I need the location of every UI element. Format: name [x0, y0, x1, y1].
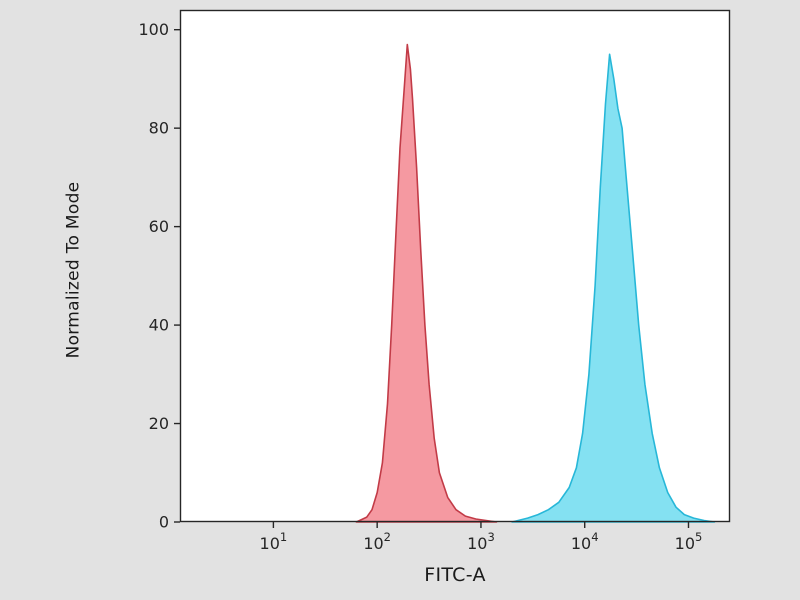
x-tick-label: 105 — [675, 530, 703, 553]
y-axis-title: Normalized To Mode — [60, 0, 86, 540]
x-tick-label: 104 — [571, 530, 599, 553]
y-tick-label: 20 — [149, 414, 169, 433]
y-tick-label: 80 — [149, 119, 169, 138]
x-tick-label: 102 — [363, 530, 391, 553]
x-tick-label: 103 — [467, 530, 495, 553]
y-axis-title-text: Normalized To Mode — [63, 181, 84, 359]
plot-svg: 101 102 103 104 105 0 20 40 60 80 100 — [138, 9, 731, 553]
axes-border — [179, 9, 731, 523]
y-tick-label: 60 — [149, 217, 169, 236]
x-tick-label: 101 — [260, 530, 288, 553]
series-stained-population-cyan — [511, 53, 716, 523]
y-tick-label: 0 — [159, 513, 169, 532]
series-isotype-control-red — [355, 43, 498, 523]
x-axis-title: FITC-A — [424, 564, 486, 586]
y-tick-label: 100 — [138, 20, 169, 39]
y-tick-label: 40 — [149, 316, 169, 335]
plot-area: 101 102 103 104 105 0 20 40 60 80 100 — [138, 9, 731, 553]
